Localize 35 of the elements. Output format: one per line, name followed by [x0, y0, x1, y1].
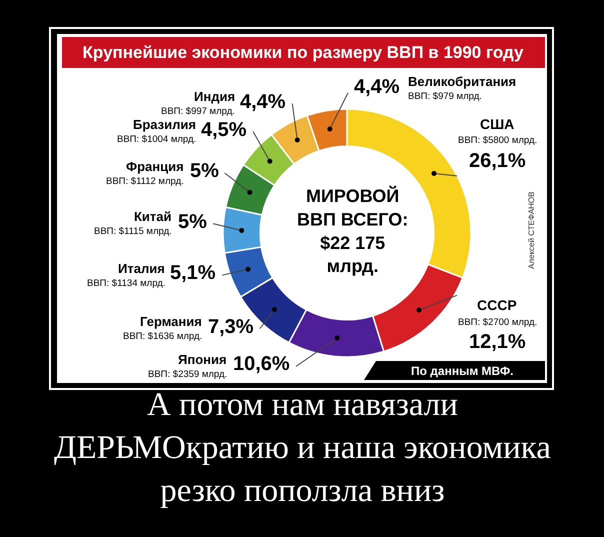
data-label: 5%	[190, 160, 220, 182]
text: ВВП: $1636 млрд.	[123, 331, 202, 342]
data-label: 5,1%	[170, 262, 216, 284]
data-label: 12,1%	[469, 331, 526, 353]
text: ВВП: $2700 млрд.	[458, 317, 538, 328]
slice-label: Япония	[178, 352, 227, 367]
slice-label: Индия	[194, 89, 236, 104]
slice-label: Китай	[134, 209, 172, 224]
slice-label: Франция	[126, 159, 184, 174]
slice-label: Германия	[140, 314, 202, 329]
slice-label: Италия	[118, 261, 165, 276]
text: ВВП: $5800 млрд.	[458, 135, 538, 146]
text: МИРОВОЙ ВВП ВСЕГО: $22 175 млрд.	[297, 185, 408, 276]
chart-title: Крупнейшие экономики по размеру ВВП в 1990 году	[82, 42, 524, 62]
data-label: 4,5%	[201, 119, 247, 141]
slice-label: Бразилия	[133, 117, 196, 132]
text: ВВП: $1115 млрд.	[94, 226, 172, 237]
text: ВВП: $2359 млрд.	[148, 369, 228, 380]
text: Алексей СТЕФАНОВ	[527, 192, 536, 269]
slice-label: Великобритания	[408, 74, 516, 89]
data-label: 5%	[178, 211, 208, 233]
text: ВВП: $1004 млрд.	[117, 134, 196, 145]
data-label: 4,4%	[240, 91, 286, 113]
slice-label: США	[480, 116, 514, 132]
text: ВВП: $979 млрд.	[408, 91, 482, 102]
text: По данным МВФ.	[411, 364, 514, 378]
data-label: 4,4%	[354, 76, 400, 98]
data-label: 7,3%	[208, 316, 254, 338]
text: ВВП: $997 млрд.	[161, 106, 235, 117]
text: ВВП: $1134 млрд.	[87, 278, 166, 289]
slice-label: СССР	[477, 297, 517, 313]
data-label: 26,1%	[469, 150, 526, 172]
text: А потом нам навязали ДЕРЬМОкратию и наша экономика резко поползла вниз	[54, 387, 552, 509]
data-label: 10,6%	[233, 353, 290, 375]
text: ВВП: $1112 млрд.	[106, 176, 184, 187]
